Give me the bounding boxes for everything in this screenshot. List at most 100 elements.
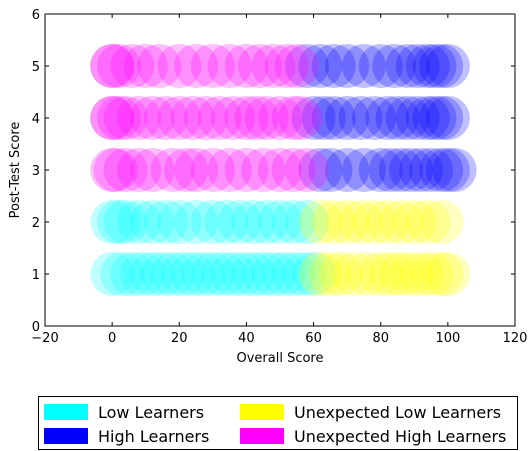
point-unexpected-low-learners [325,200,370,244]
point-high-learners [338,96,383,140]
point-unexpected-high-learners [244,96,289,140]
point-unexpected-high-learners [284,148,329,192]
point-high-learners [291,96,336,140]
point-low-learners [103,200,148,244]
legend-swatch-low-learners [44,404,88,420]
point-unexpected-low-learners [392,200,437,244]
point-high-learners [308,148,353,192]
point-unexpected-high-learners [90,44,135,88]
point-unexpected-low-learners [378,200,423,244]
point-high-learners [301,96,346,140]
y-tick-label: 3 [32,164,40,179]
point-low-learners [100,252,145,296]
point-unexpected-low-learners [388,252,433,296]
point-low-learners [271,252,316,296]
point-high-learners [341,44,386,88]
point-low-learners [190,252,235,296]
legend-item-unexpected-low-learners: Unexpected Low Learners [240,401,501,423]
point-low-learners [174,200,219,244]
legend-swatch-high-learners [44,428,88,444]
point-high-learners [284,44,329,88]
point-unexpected-high-learners [211,96,255,140]
point-high-learners [395,44,440,88]
legend-swatch-unexpected-high-learners [240,428,284,444]
point-unexpected-high-learners [157,96,202,140]
point-unexpected-high-learners [224,44,269,88]
point-unexpected-high-learners [190,44,235,88]
point-high-learners [352,96,396,140]
point-unexpected-high-learners [170,96,215,140]
point-unexpected-high-learners [258,96,302,140]
point-unexpected-low-learners [378,252,423,296]
point-unexpected-high-learners [90,96,135,140]
point-unexpected-low-learners [352,200,396,244]
point-unexpected-high-learners [90,44,135,88]
point-low-learners [130,252,175,296]
point-low-learners [117,200,161,244]
point-low-learners [143,200,188,244]
point-low-learners [271,200,316,244]
point-high-learners [378,148,423,192]
legend-item-unexpected-high-learners: Unexpected High Learners [240,425,506,447]
point-high-learners [325,148,370,192]
point-high-learners [405,96,450,140]
point-low-learners [204,200,249,244]
point-unexpected-low-learners [425,252,470,296]
x-tick-label: 0 [108,331,116,346]
point-high-learners [298,44,343,88]
point-unexpected-high-learners [174,148,219,192]
point-high-learners [311,96,356,140]
point-unexpected-high-learners [264,44,309,88]
point-low-learners [190,200,235,244]
point-low-learners [157,200,202,244]
point-unexpected-low-learners [365,200,410,244]
y-tick-label: 2 [32,216,40,231]
x-tick-label: 120 [503,331,528,346]
point-low-learners [281,252,326,296]
point-unexpected-low-learners [308,252,353,296]
point-unexpected-high-learners [274,44,319,88]
legend-item-low-learners: Low Learners [44,401,204,423]
point-low-learners [291,252,336,296]
point-unexpected-high-learners [90,96,135,140]
point-unexpected-high-learners [96,44,141,88]
point-unexpected-low-learners [331,252,376,296]
point-high-learners [341,148,386,192]
point-unexpected-high-learners [184,96,229,140]
point-low-learners [217,200,262,244]
point-low-learners [258,200,302,244]
point-low-learners [150,252,195,296]
point-unexpected-high-learners [150,148,195,192]
point-low-learners [130,200,175,244]
point-unexpected-high-learners [237,44,282,88]
point-unexpected-high-learners [190,148,235,192]
point-unexpected-high-learners [207,44,252,88]
y-tick-label: 1 [32,268,40,283]
point-unexpected-low-learners [311,200,356,244]
point-unexpected-high-learners [258,148,302,192]
point-low-learners [170,252,215,296]
point-unexpected-high-learners [271,148,316,192]
y-axis-label: Post-Test Score [8,122,23,219]
point-high-learners [409,148,454,192]
point-low-learners [90,252,135,296]
legend-swatch-unexpected-low-learners [240,404,284,420]
point-low-learners [284,200,329,244]
legend: Low Learners High Learners Unexpected Lo… [38,396,518,450]
x-tick-label: 20 [171,331,188,346]
point-unexpected-low-learners [409,252,454,296]
point-unexpected-high-learners [224,148,269,192]
point-unexpected-low-learners [338,200,383,244]
point-low-learners [244,200,289,244]
point-high-learners [399,148,443,192]
point-unexpected-low-learners [298,200,343,244]
point-low-learners [221,252,266,296]
point-low-learners [251,252,296,296]
point-low-learners [231,200,276,244]
point-unexpected-high-learners [110,44,155,88]
point-unexpected-high-learners [137,44,182,88]
point-unexpected-high-learners [224,96,269,140]
point-high-learners [388,148,433,192]
